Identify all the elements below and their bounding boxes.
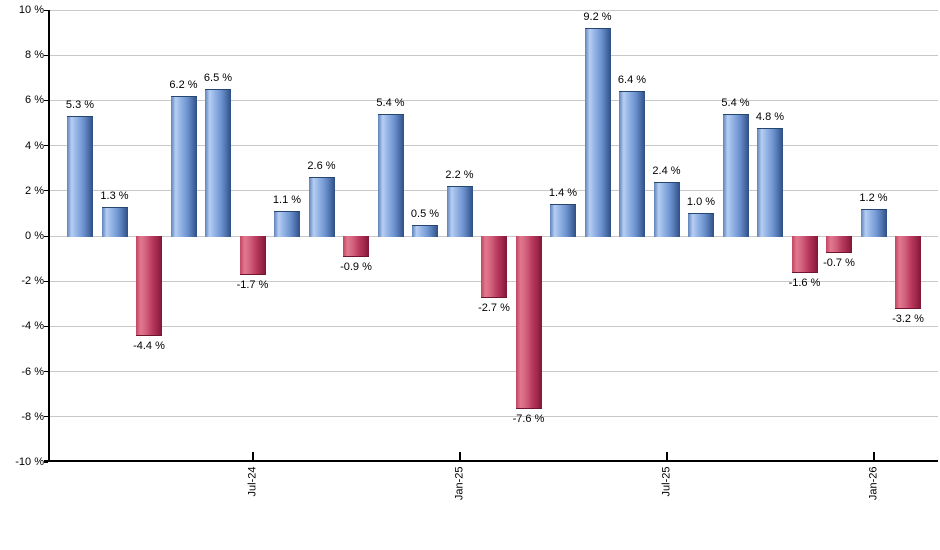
bar <box>308 177 335 237</box>
bar <box>377 113 404 237</box>
bar-value-label: -4.4 % <box>133 340 165 353</box>
bar <box>170 95 197 237</box>
y-tick-label: 6 % <box>25 94 44 107</box>
y-axis-tick <box>44 9 48 11</box>
y-tick-label: -6 % <box>21 365 44 378</box>
y-axis-tick <box>44 280 48 282</box>
bar <box>895 236 921 310</box>
bar-value-label: -3.2 % <box>892 313 924 326</box>
bar <box>826 236 852 253</box>
x-tick-label: Jul-25 <box>660 466 672 497</box>
bar <box>860 208 887 237</box>
y-tick-label: 10 % <box>18 4 44 16</box>
y-axis-tick <box>44 461 48 463</box>
y-axis-tick <box>44 54 48 56</box>
gridline <box>50 145 938 147</box>
y-axis-tick <box>44 99 48 101</box>
bar-value-label: 6.2 % <box>169 78 198 91</box>
bar-value-label: 1.1 % <box>272 194 302 207</box>
y-axis-tick <box>44 145 48 147</box>
bar-value-label: 5.3 % <box>65 99 95 112</box>
bar <box>136 236 162 337</box>
y-tick-label: -2 % <box>21 275 44 288</box>
gridline <box>50 190 938 192</box>
bar-value-label: -1.7 % <box>236 279 269 292</box>
bar <box>653 181 680 237</box>
y-axis-tick <box>44 235 48 237</box>
y-axis-tick <box>44 190 48 192</box>
y-axis-tick <box>44 416 48 418</box>
gridline <box>50 416 938 418</box>
y-tick-label: 0 % <box>25 230 44 242</box>
y-tick-label: -8 % <box>21 410 44 423</box>
bar-value-label: 5.4 % <box>721 96 750 109</box>
bar-value-label: 4.8 % <box>755 110 785 123</box>
bar-value-label: -0.7 % <box>823 256 855 269</box>
x-axis-tick <box>872 452 875 460</box>
bar <box>619 91 645 237</box>
bar-value-label: 2.4 % <box>652 164 681 177</box>
y-tick-label: 8 % <box>25 49 44 62</box>
gridline <box>50 9 938 11</box>
gridline <box>50 325 938 327</box>
bar-value-label: 1.4 % <box>548 187 578 200</box>
x-tick-label: Jan-25 <box>453 466 465 501</box>
bar-value-label: -2.7 % <box>478 302 510 315</box>
bar <box>343 236 369 258</box>
bar <box>446 186 473 237</box>
bar-value-label: 1.3 % <box>100 189 129 202</box>
bar <box>515 236 542 409</box>
bar-value-label: 1.0 % <box>686 196 716 209</box>
gridline <box>50 54 938 56</box>
y-axis-line <box>48 10 50 462</box>
x-tick-label: Jan-26 <box>867 466 879 501</box>
gridline <box>50 99 938 101</box>
bar <box>688 213 714 237</box>
bar <box>239 236 266 276</box>
bar <box>67 116 93 237</box>
bar <box>791 236 818 274</box>
bar-value-label: 9.2 % <box>583 11 612 24</box>
bar-value-label: -7.6 % <box>512 412 545 425</box>
bar-value-label: -0.9 % <box>340 261 372 274</box>
x-axis-line <box>44 460 938 462</box>
bar-value-label: 0.5 % <box>410 207 440 220</box>
x-axis-tick <box>251 452 254 460</box>
x-axis-tick <box>665 452 668 460</box>
bar <box>274 211 300 237</box>
bar-value-label: 6.4 % <box>617 74 647 87</box>
bar-value-label: 5.4 % <box>376 96 405 109</box>
bar <box>205 89 231 237</box>
bar-value-label: 1.2 % <box>859 191 888 204</box>
gridline <box>50 371 938 373</box>
bar <box>550 204 576 237</box>
bar <box>101 206 128 237</box>
y-tick-label: 2 % <box>25 184 44 197</box>
bar <box>722 113 749 237</box>
y-tick-label: -4 % <box>21 320 44 333</box>
x-axis-tick <box>458 452 461 460</box>
bar-value-label: 2.6 % <box>307 160 336 173</box>
bar <box>412 224 438 237</box>
bar-value-label: 6.5 % <box>203 72 233 85</box>
bar <box>584 28 611 237</box>
y-tick-label: -10 % <box>15 456 44 468</box>
x-tick-label: Jul-24 <box>246 466 258 497</box>
bar <box>481 236 507 299</box>
y-axis-tick <box>44 371 48 373</box>
y-tick-label: 4 % <box>25 139 44 152</box>
bar <box>757 127 783 237</box>
bar-value-label: 2.2 % <box>445 169 474 182</box>
bar-value-label: -1.6 % <box>788 277 821 290</box>
y-axis-tick <box>44 325 48 327</box>
